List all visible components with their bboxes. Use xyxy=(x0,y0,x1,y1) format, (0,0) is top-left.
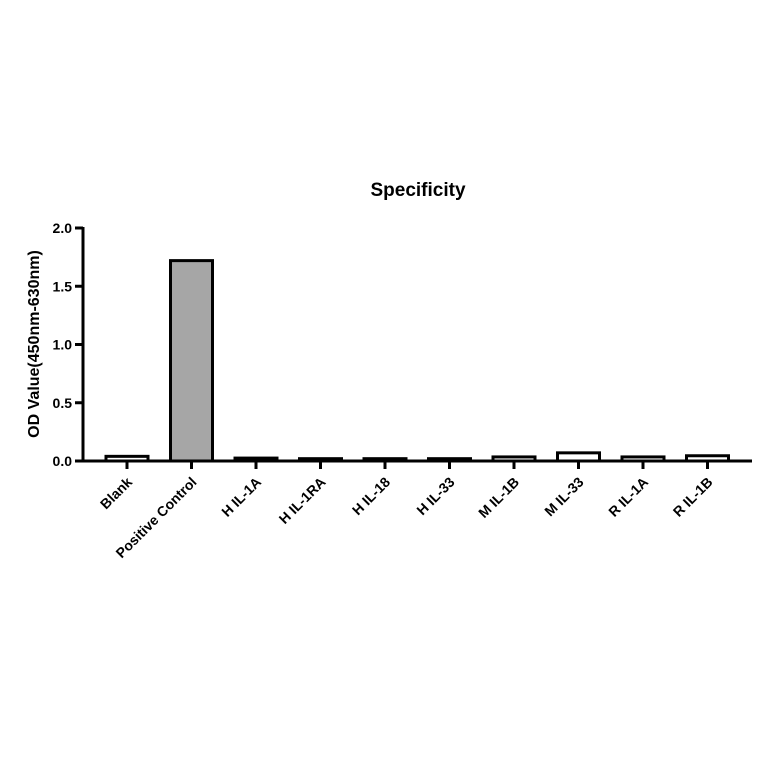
y-tick-label: 1.0 xyxy=(53,337,73,353)
y-axis: 0.0 0.5 1.0 1.5 2.0 xyxy=(53,220,85,469)
bar-positive-control xyxy=(169,259,214,463)
chart-title: Specificity xyxy=(370,180,465,201)
bars-group xyxy=(104,259,730,463)
y-axis-label: OD Value(450nm-630nm) xyxy=(26,250,43,438)
x-tick-label: R IL-1A xyxy=(605,474,651,520)
y-tick-label: 0.5 xyxy=(53,395,73,411)
x-tick-label: M IL-1B xyxy=(475,474,522,521)
x-tick-label: H IL-18 xyxy=(349,474,393,518)
y-tick-label: 0.0 xyxy=(53,453,73,469)
x-tick-label: H IL-1RA xyxy=(275,474,328,527)
x-tick-label: H IL-33 xyxy=(413,474,457,518)
x-tick-label: H IL-1A xyxy=(218,474,264,520)
x-tick-label: M IL-33 xyxy=(541,474,587,520)
y-tick-label: 1.5 xyxy=(53,278,73,294)
x-tick-label: R IL-1B xyxy=(670,474,716,520)
y-tick-label: 2.0 xyxy=(53,220,73,236)
x-tick-label: Blank xyxy=(97,474,135,512)
